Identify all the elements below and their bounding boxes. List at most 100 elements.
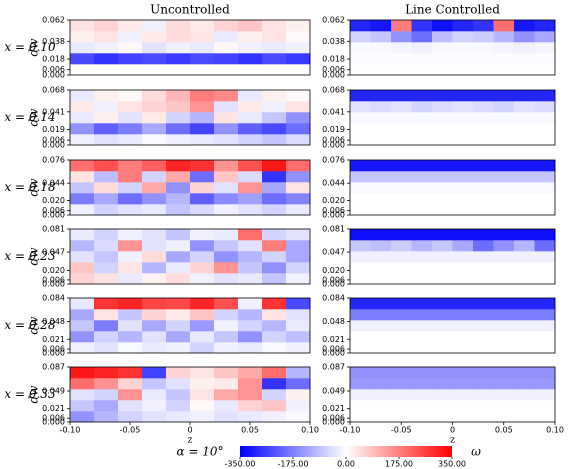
heat-cell (411, 240, 433, 252)
heat-cell (142, 240, 167, 252)
heat-cell (214, 320, 239, 332)
y-tick-label: 0.019 (322, 125, 345, 134)
heat-cell (370, 64, 392, 76)
heat-cell (432, 273, 453, 285)
heat-cell (370, 193, 392, 205)
y-tick-label: 0.000 (42, 418, 65, 427)
heat-cell (166, 262, 191, 274)
heat-cell (534, 273, 556, 285)
heat-cell (238, 193, 263, 205)
heat-cell (94, 331, 119, 343)
heat-cell (370, 53, 392, 65)
heat-cell (452, 53, 474, 65)
heat-cell (70, 400, 95, 412)
heat-cell (214, 134, 239, 146)
heat-cell (142, 389, 167, 401)
heat-cell (411, 101, 433, 113)
heat-cell (534, 182, 556, 194)
heat-cell (214, 309, 239, 321)
heat-cell (70, 240, 95, 252)
heat-cell (473, 90, 494, 102)
y-tick-label: 0.006 (42, 136, 65, 145)
y-tick-label: 0.000 (322, 418, 345, 427)
heat-cell (514, 240, 535, 252)
heat-cell (432, 411, 453, 423)
heat-cell (190, 31, 215, 43)
heat-cell (432, 53, 453, 65)
heat-cell (94, 134, 119, 146)
heat-cell (94, 90, 119, 102)
heat-cell (350, 273, 371, 285)
heat-cell (70, 389, 95, 401)
heat-cell (166, 64, 191, 76)
heat-cell (493, 90, 515, 102)
heat-cell (190, 182, 215, 194)
y-tick-label: 0.076 (322, 156, 345, 165)
row-label: x = 0.28 (4, 318, 56, 332)
heat-cell (350, 331, 371, 343)
heat-cell (190, 273, 215, 285)
y-tick-label: 0.006 (322, 275, 345, 284)
heat-cell (94, 262, 119, 274)
y-tick-label: 0.021 (322, 335, 345, 344)
y-tick-label: 0.000 (322, 211, 345, 220)
heat-cell (142, 262, 167, 274)
heat-cell (70, 171, 95, 183)
heat-cell (391, 240, 412, 252)
heat-cell (238, 229, 263, 241)
heat-cell (238, 298, 263, 310)
heat-cell (452, 42, 474, 54)
heat-cell (142, 309, 167, 321)
heat-cell (142, 378, 167, 390)
heat-cell (214, 53, 239, 65)
heat-cell (190, 320, 215, 332)
heat-cell (166, 251, 191, 263)
heat-cell (432, 182, 453, 194)
heat-cell (370, 320, 392, 332)
heat-cell (391, 20, 412, 32)
heat-cell (94, 42, 119, 54)
heat-cell (452, 112, 474, 124)
heat-cell (391, 320, 412, 332)
heat-cell (286, 101, 311, 113)
heat-cell (432, 229, 453, 241)
heat-cell (214, 193, 239, 205)
heat-cell (432, 320, 453, 332)
heat-cell (94, 400, 119, 412)
y-tick-label: 0.006 (42, 206, 65, 215)
heat-cell (370, 123, 392, 135)
heat-cell (118, 411, 143, 423)
heat-cell (391, 182, 412, 194)
heat-cell (94, 229, 119, 241)
heat-cell (262, 134, 287, 146)
heat-cell (493, 193, 515, 205)
heat-cell (432, 331, 453, 343)
heat-cell (238, 240, 263, 252)
heat-cell (370, 411, 392, 423)
heat-cell (118, 389, 143, 401)
colorbar-tick-label: -175.00 (278, 460, 309, 469)
heat-cell (118, 53, 143, 65)
heat-cell (452, 193, 474, 205)
heat-cell (214, 378, 239, 390)
heat-cell (391, 193, 412, 205)
heat-cell (286, 400, 311, 412)
colorbar-tick-label: -350.00 (225, 460, 256, 469)
heat-cell (166, 320, 191, 332)
y-tick-label: 0.006 (322, 65, 345, 74)
heat-cell (370, 251, 392, 263)
heat-cell (214, 389, 239, 401)
heat-cell (391, 134, 412, 146)
heat-cell (262, 182, 287, 194)
heat-cell (238, 101, 263, 113)
y-tick-label: 0.044 (42, 179, 65, 188)
heat-cell (142, 411, 167, 423)
y-tick-label: 0.020 (42, 196, 65, 205)
heat-cell (70, 411, 95, 423)
x-tick-label: 0.05 (495, 426, 513, 435)
heat-cell (214, 367, 239, 379)
heat-cell (214, 273, 239, 285)
heat-cell (94, 367, 119, 379)
heat-cell (190, 400, 215, 412)
heat-cell (70, 262, 95, 274)
